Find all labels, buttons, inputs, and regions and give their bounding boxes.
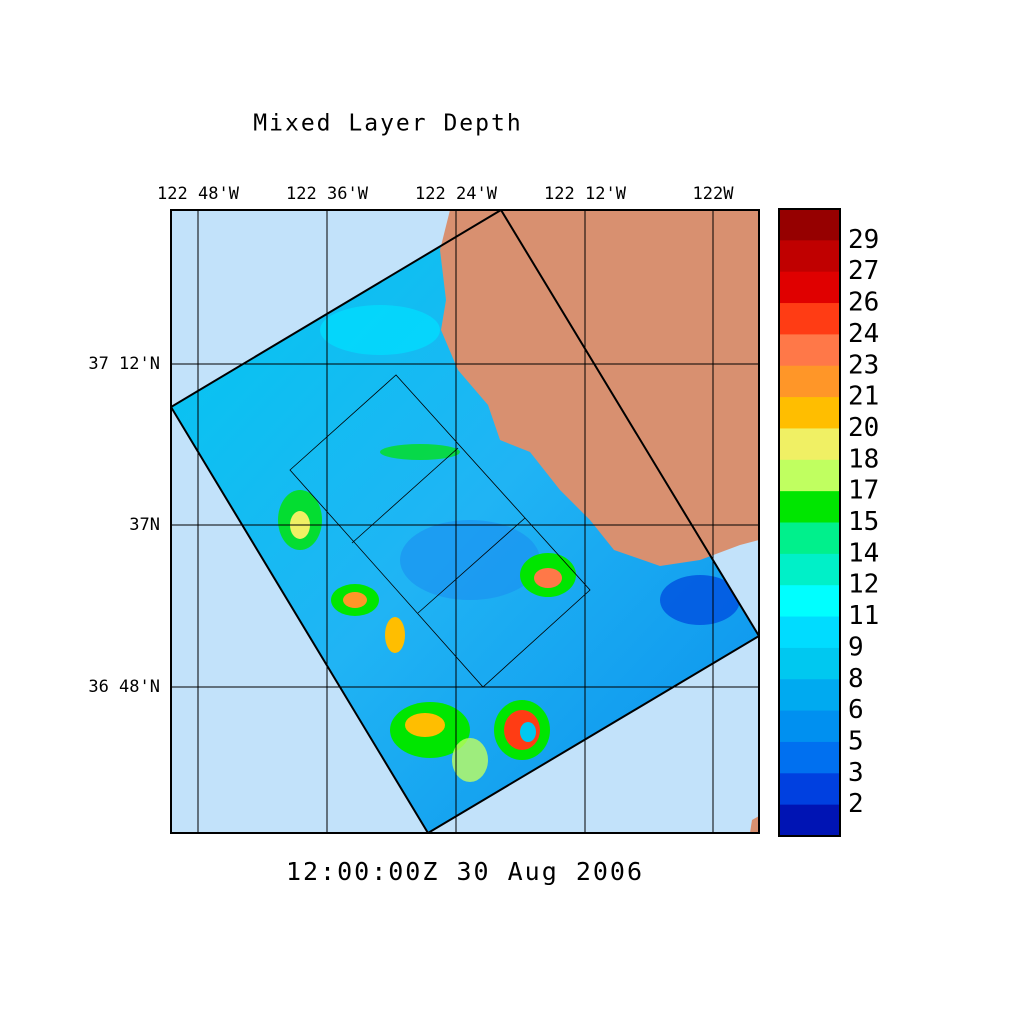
colorbar-segment: [779, 679, 840, 712]
colorbar-label: 20: [848, 413, 879, 443]
colorbar-label: 27: [848, 256, 879, 286]
colorbar-segment: [779, 647, 840, 680]
colorbar-frame: [778, 208, 841, 837]
colorbar-segment: [779, 553, 840, 586]
title: Mixed Layer Depth: [253, 111, 522, 137]
colorbar-segment: [779, 491, 840, 523]
colorbar-segment: [779, 616, 840, 649]
colorbar-segment: [779, 459, 840, 492]
nested-grids: [289, 374, 591, 688]
colorbar-label: 21: [848, 382, 879, 412]
map-area: [171, 210, 759, 833]
domain-outline: [171, 210, 759, 833]
colorbar-label: 17: [848, 476, 879, 506]
lon-label: 122 36'W: [286, 184, 369, 204]
colorbar-segment: [779, 365, 840, 398]
graticule: [171, 210, 759, 833]
land: [750, 816, 759, 833]
colorbar-label: 14: [848, 538, 879, 568]
lon-label: 122W: [693, 184, 735, 204]
colorbar-segment: [779, 522, 840, 555]
colorbar-label: 3: [848, 758, 864, 788]
colorbar-segment: [779, 397, 840, 429]
colorbar-label: 29: [848, 225, 879, 255]
colorbar-label: 26: [848, 288, 879, 318]
lat-label: 37N: [129, 515, 160, 535]
colorbar-label: 6: [848, 695, 864, 725]
colorbar-segment: [779, 804, 840, 837]
lon-label: 122 48'W: [157, 184, 240, 204]
colorbar-segment: [779, 585, 840, 618]
colorbar-segment: [779, 334, 840, 367]
colorbar-label: 18: [848, 444, 879, 474]
colorbar-segment: [779, 209, 840, 241]
lon-label: 122 12'W: [544, 184, 627, 204]
map-frame: [170, 209, 760, 834]
colorbar-segment: [779, 710, 840, 743]
colorbar-label: 8: [848, 664, 864, 694]
lon-label: 122 24'W: [415, 184, 498, 204]
colorbar-label: 5: [848, 726, 864, 756]
timestamp: 12:00:00Z 30 Aug 2006: [286, 857, 644, 886]
colorbar-label: 24: [848, 319, 879, 349]
colorbar-segment: [779, 428, 840, 461]
colorbar-segment: [779, 271, 840, 304]
colorbar-label: 11: [848, 601, 879, 631]
colorbar-segment: [779, 240, 840, 273]
colorbar-segment: [779, 303, 840, 335]
colorbar-label: 9: [848, 632, 864, 662]
colorbar-label: 15: [848, 507, 879, 537]
lat-label: 37 12'N: [88, 354, 160, 374]
lat-label: 36 48'N: [88, 677, 160, 697]
colorbar-label: 23: [848, 350, 879, 380]
colorbar-label: 12: [848, 570, 879, 600]
colorbar-label: 2: [848, 789, 864, 819]
colorbar-segment: [779, 741, 840, 774]
land: [440, 210, 759, 566]
colorbar-segment: [779, 773, 840, 806]
